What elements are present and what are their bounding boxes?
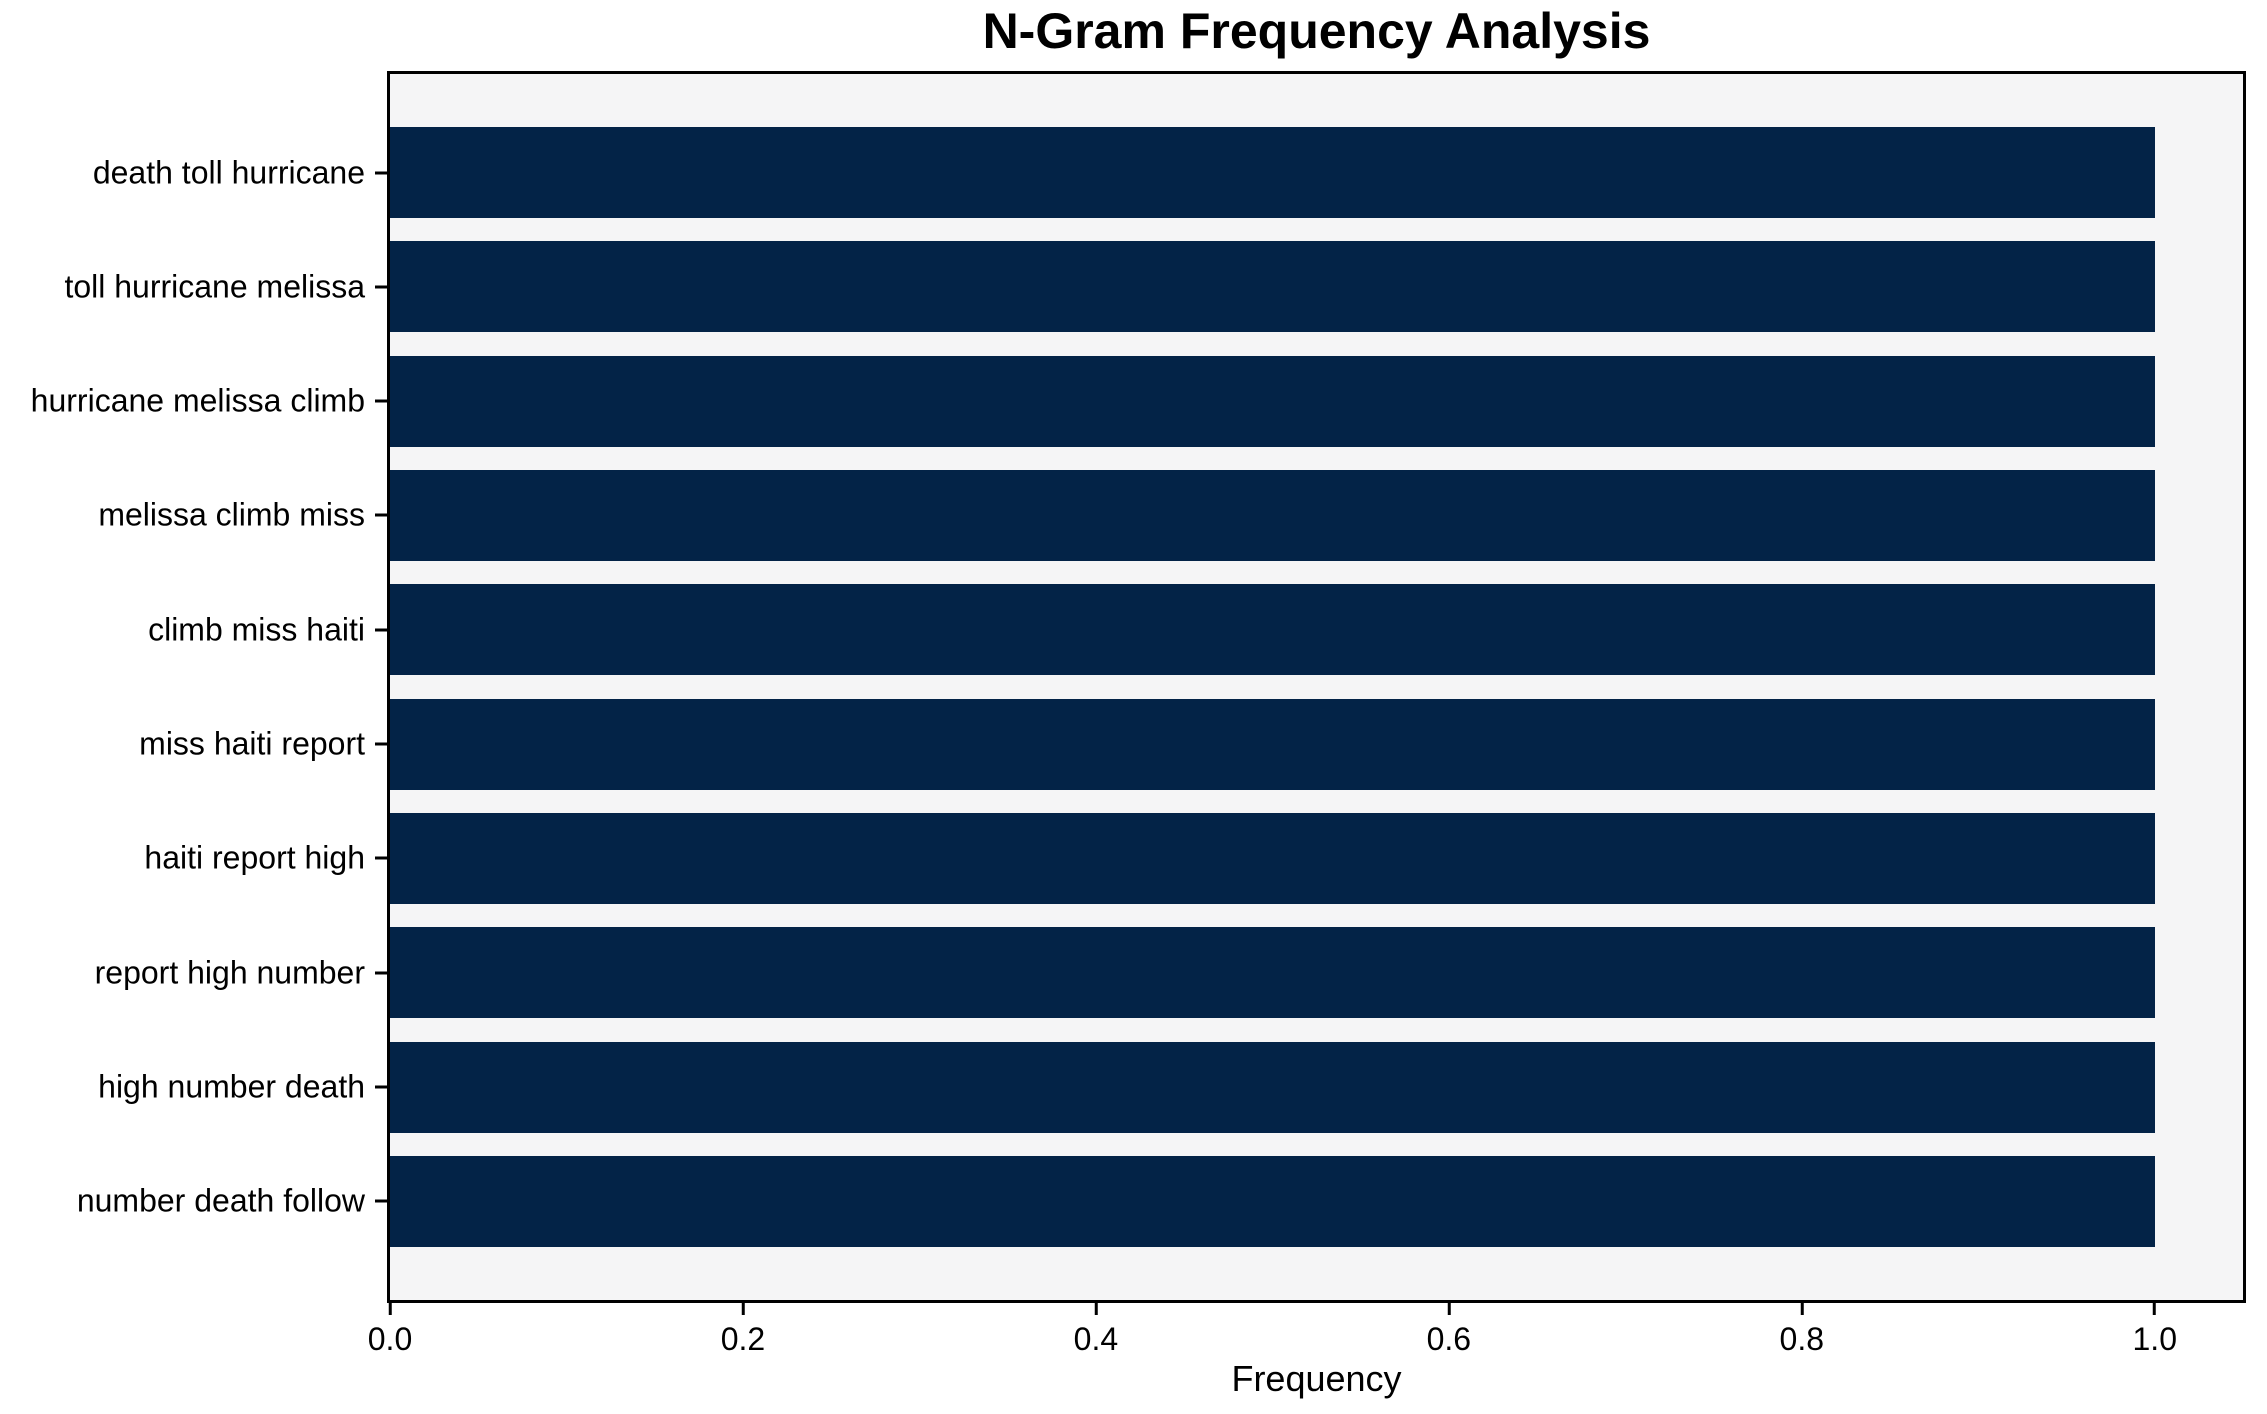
bar <box>390 812 2155 904</box>
y-tick-label: melissa climb miss <box>98 496 365 533</box>
x-tick: 0.4 <box>1074 1303 1118 1358</box>
bar <box>390 1041 2155 1133</box>
y-tick-label: haiti report high <box>144 839 365 876</box>
y-tick-mark <box>375 285 387 289</box>
x-tick-mark <box>1094 1303 1098 1315</box>
x-tick-mark <box>2153 1303 2157 1315</box>
bar <box>390 127 2155 218</box>
y-tick-mark <box>375 628 387 632</box>
y-tick-mark <box>375 1085 387 1089</box>
y-tick-label: miss haiti report <box>139 725 365 762</box>
bar-row: toll hurricane melissa <box>64 241 2243 333</box>
y-tick-mark <box>375 742 387 746</box>
y-tick-mark <box>375 856 387 860</box>
x-tick-label: 0.2 <box>720 1321 766 1357</box>
x-tick-mark <box>741 1303 745 1315</box>
bar <box>390 355 2155 447</box>
y-tick-mark <box>375 399 387 403</box>
x-tick: 0.0 <box>368 1303 412 1358</box>
y-tick-label: toll hurricane melissa <box>64 268 365 305</box>
bar <box>390 241 2155 333</box>
y-tick-mark <box>375 171 387 174</box>
x-tick-label: 0.4 <box>1073 1321 1119 1357</box>
bar <box>390 927 2155 1019</box>
bar <box>390 584 2155 676</box>
bar <box>390 469 2155 561</box>
x-axis-label: Frequency <box>1231 1358 1402 1399</box>
y-tick-label: climb miss haiti <box>148 611 365 648</box>
y-tick-mark <box>375 513 387 517</box>
bar-row: report high number <box>95 927 2243 1019</box>
chart-title: N-Gram Frequency Analysis <box>982 3 1651 59</box>
bar <box>390 698 2155 790</box>
x-tick: 0.8 <box>1780 1303 1824 1358</box>
x-axis: 0.0 0.2 0.4 0.6 0.8 1.0 <box>368 1303 2243 1365</box>
plot-area: death toll hurricane toll hurricane melis… <box>31 71 2246 1303</box>
bar-row: miss haiti report <box>139 698 2243 790</box>
x-tick-mark <box>1800 1303 1804 1315</box>
bar <box>390 1155 2155 1247</box>
bar-row: melissa climb miss <box>98 469 2243 561</box>
bar-row: hurricane melissa climb <box>31 355 2243 447</box>
x-tick: 0.6 <box>1427 1303 1471 1358</box>
x-tick: 0.2 <box>721 1303 765 1358</box>
x-tick-label: 1.0 <box>2132 1321 2177 1357</box>
y-tick-label: death toll hurricane <box>92 154 365 190</box>
bar-row: high number death <box>98 1041 2243 1133</box>
y-tick-mark <box>375 971 387 975</box>
x-tick-label: 0.0 <box>367 1321 413 1357</box>
bars-container: death toll hurricane toll hurricane melis… <box>31 127 2243 1247</box>
y-tick-label: number death follow <box>76 1182 365 1219</box>
x-tick-mark <box>1447 1303 1451 1315</box>
y-tick-mark <box>375 1199 387 1203</box>
x-tick: 1.0 <box>2133 1303 2177 1358</box>
y-tick-label: report high number <box>94 954 365 991</box>
bar-row: number death follow <box>77 1155 2243 1247</box>
x-tick-mark <box>388 1303 392 1315</box>
bar-row: climb miss haiti <box>148 584 2243 676</box>
y-tick-label: high number death <box>98 1068 365 1105</box>
x-tick-label: 0.6 <box>1426 1321 1472 1357</box>
x-tick-label: 0.8 <box>1779 1321 1825 1357</box>
bar-row: death toll hurricane <box>93 127 2243 218</box>
y-tick-label: hurricane melissa climb <box>30 382 365 419</box>
bar-row: haiti report high <box>144 812 2243 904</box>
